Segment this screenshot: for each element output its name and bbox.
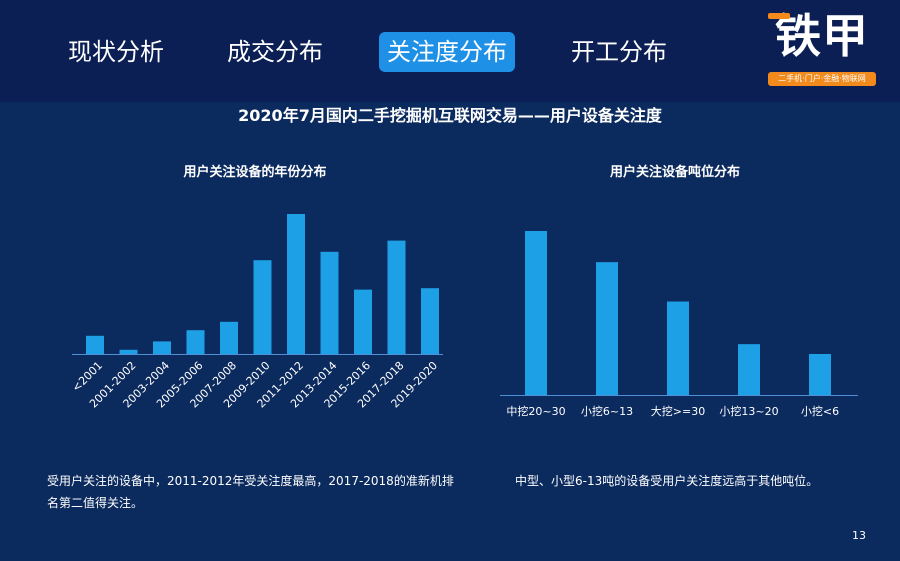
chart-1: 中挖20~30 小挖6~13 大挖>=30 小挖13~20 小挖<6 (500, 231, 858, 418)
logo-text: 铁甲 (775, 9, 869, 63)
bar (525, 231, 547, 395)
bar (86, 335, 104, 354)
bar (320, 251, 339, 354)
bar (809, 354, 831, 395)
bar (287, 214, 305, 354)
tab-status-analysis[interactable]: 现状分析 (68, 38, 164, 66)
bar (153, 341, 171, 354)
note-tonnage: 中型、小型6-13吨的设备受用户关注度远高于其他吨位。 (515, 474, 819, 488)
page-title: 2020年7月国内二手挖掘机互联网交易——用户设备关注度 (238, 106, 662, 125)
bar (667, 301, 689, 395)
chart-0: <20012001-20022003-20042005-20062007-200… (70, 214, 443, 411)
logo-tagline: 二手机·门户·金融·物联网 (768, 72, 876, 86)
bar (421, 288, 439, 354)
bar (596, 262, 618, 395)
note-year: 受用户关注的设备中，2011-2012年受关注度最高，2017-2018的准新机… (47, 474, 454, 510)
bar (186, 330, 205, 354)
tick-label: 小挖6~13 (581, 404, 633, 418)
bar (253, 260, 272, 354)
chart-title-year: 用户关注设备的年份分布 (183, 165, 327, 180)
bar (119, 349, 138, 354)
bar (387, 240, 406, 354)
brand-logo: 铁甲 二手机·门户·金融·物联网 (766, 6, 878, 86)
bar (220, 321, 238, 354)
tick-label: 小挖13~20 (719, 404, 778, 418)
tick-label: 大挖>=30 (651, 404, 705, 418)
chart-title-tonnage: 用户关注设备吨位分布 (609, 165, 740, 180)
tab-operation-distribution[interactable]: 开工分布 (571, 38, 667, 66)
bar (738, 344, 760, 395)
header-bar: 现状分析 成交分布 关注度分布 开工分布 铁甲 二手机·门户·金融·物联网 (0, 0, 900, 102)
bar (354, 289, 372, 354)
tick-label: 小挖<6 (801, 404, 839, 418)
tab-deal-distribution[interactable]: 成交分布 (227, 38, 323, 66)
tab-attention-distribution[interactable]: 关注度分布 (379, 32, 515, 72)
logo-accent-bar (768, 13, 790, 19)
tick-label: 中挖20~30 (506, 404, 565, 418)
page-number: 13 (852, 529, 866, 542)
